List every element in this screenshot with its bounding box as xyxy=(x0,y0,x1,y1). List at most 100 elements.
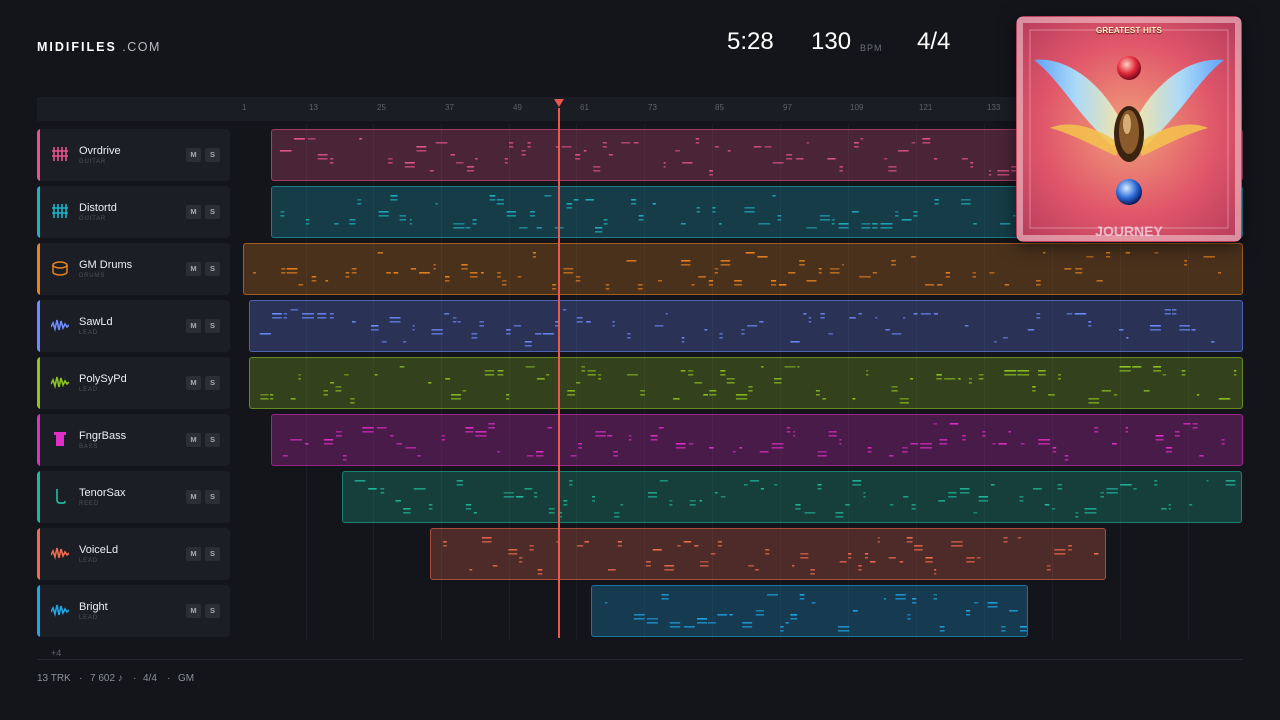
ruler-tick: 73 xyxy=(648,103,657,112)
mute-button[interactable]: M xyxy=(186,205,201,219)
track-header-polysypd[interactable]: PolySyPd LEAD M S xyxy=(37,357,230,409)
track-color-bar xyxy=(37,414,40,466)
track-header-fngrbass[interactable]: FngrBass BASS M S xyxy=(37,414,230,466)
track-category: GUITAR xyxy=(79,216,107,222)
track-category: LEAD xyxy=(79,615,98,621)
track-header-sawld[interactable]: SawLd LEAD M S xyxy=(37,300,230,352)
track-header-bright[interactable]: Bright LEAD M S xyxy=(37,585,230,637)
track-name: Distortd xyxy=(79,202,117,214)
track-color-bar xyxy=(37,129,40,181)
footer-separator: · xyxy=(167,673,171,684)
solo-button[interactable]: S xyxy=(205,547,220,561)
track-name: Bright xyxy=(79,601,108,613)
brand-logo: MIDIFILES .COM xyxy=(37,40,161,54)
ruler-tick: 13 xyxy=(309,103,318,112)
track-category: LEAD xyxy=(79,387,98,393)
clip-sawld[interactable] xyxy=(249,300,1243,352)
track-color-bar xyxy=(37,300,40,352)
mute-button[interactable]: M xyxy=(186,376,201,390)
ruler-tick: 121 xyxy=(919,103,933,112)
track-color-bar xyxy=(37,243,40,295)
mute-button[interactable]: M xyxy=(186,148,201,162)
track-category: REED xyxy=(79,501,99,507)
sax-icon xyxy=(51,486,69,506)
solo-button[interactable]: S xyxy=(205,148,220,162)
wave-icon xyxy=(50,315,70,335)
album-cover: JOURNEY GREATEST HITS xyxy=(1016,16,1242,242)
clip-bright[interactable] xyxy=(591,585,1028,637)
solo-button[interactable]: S xyxy=(205,433,220,447)
track-category: DRUMS xyxy=(79,273,105,279)
footer-format: GM xyxy=(178,673,195,684)
drum-icon xyxy=(51,258,69,278)
solo-button[interactable]: S xyxy=(205,604,220,618)
clip-voiceld[interactable] xyxy=(430,528,1106,580)
guitar-grid-icon xyxy=(51,201,69,221)
footer-divider xyxy=(37,659,1243,660)
ruler-tick: 61 xyxy=(580,103,589,112)
track-category: GUITAR xyxy=(79,159,107,165)
more-tracks-indicator[interactable]: +4 xyxy=(51,648,62,658)
ruler-tick: 109 xyxy=(850,103,864,112)
track-name: PolySyPd xyxy=(79,373,127,385)
track-name: SawLd xyxy=(79,316,113,328)
brand-domain: .COM xyxy=(122,40,161,54)
track-name: TenorSax xyxy=(79,487,126,499)
clip-polysypd[interactable] xyxy=(249,357,1243,409)
ruler-tick: 85 xyxy=(715,103,724,112)
ruler-tick: 1 xyxy=(242,103,247,112)
footer-separator: · xyxy=(79,673,83,684)
track-color-bar xyxy=(37,471,40,523)
ruler-tick: 97 xyxy=(783,103,792,112)
mute-button[interactable]: M xyxy=(186,433,201,447)
mute-button[interactable]: M xyxy=(186,490,201,504)
track-header-tenorsax[interactable]: TenorSax REED M S xyxy=(37,471,230,523)
solo-button[interactable]: S xyxy=(205,376,220,390)
ruler-tick: 25 xyxy=(377,103,386,112)
track-category: BASS xyxy=(79,444,99,450)
wave-icon xyxy=(50,600,70,620)
ruler-tick: 133 xyxy=(987,103,1001,112)
clip-gm-drums[interactable] xyxy=(243,243,1243,295)
track-name: Ovrdrive xyxy=(79,145,121,157)
mute-button[interactable]: M xyxy=(186,319,201,333)
track-count: 13 TRK xyxy=(37,673,71,684)
clip-tenorsax[interactable] xyxy=(342,471,1242,523)
track-name: VoiceLd xyxy=(79,544,119,556)
ruler-tick: 49 xyxy=(513,103,522,112)
mute-button[interactable]: M xyxy=(186,262,201,276)
track-color-bar xyxy=(37,186,40,238)
album-subtitle: GREATEST HITS xyxy=(1095,26,1162,35)
track-header-gm-drums[interactable]: GM Drums DRUMS M S xyxy=(37,243,230,295)
playhead-marker[interactable] xyxy=(554,99,564,107)
song-stats: 5:28 130 BPM 4/4 xyxy=(0,28,1280,60)
track-header-distortd[interactable]: Distortd GUITAR M S xyxy=(37,186,230,238)
footer-time-signature: 4/4 xyxy=(143,673,157,684)
track-color-bar xyxy=(37,357,40,409)
wave-icon xyxy=(50,543,70,563)
solo-button[interactable]: S xyxy=(205,319,220,333)
solo-button[interactable]: S xyxy=(205,490,220,504)
note-count: 7 602 ♪ xyxy=(90,673,123,684)
track-color-bar xyxy=(37,528,40,580)
track-category: LEAD xyxy=(79,330,98,336)
tempo-value: 130 xyxy=(811,28,852,55)
mute-button[interactable]: M xyxy=(186,604,201,618)
solo-button[interactable]: S xyxy=(205,262,220,276)
tempo-unit: BPM xyxy=(860,43,883,53)
footer-separator: · xyxy=(133,673,137,684)
ruler-tick: 37 xyxy=(445,103,454,112)
solo-button[interactable]: S xyxy=(205,205,220,219)
bass-amp-icon xyxy=(51,429,69,449)
playhead-line[interactable] xyxy=(558,108,560,638)
album-band-text: JOURNEY xyxy=(1095,223,1163,239)
guitar-grid-icon xyxy=(51,144,69,164)
mute-button[interactable]: M xyxy=(186,547,201,561)
time-signature: 4/4 xyxy=(917,28,951,55)
track-color-bar xyxy=(37,585,40,637)
track-header-voiceld[interactable]: VoiceLd LEAD M S xyxy=(37,528,230,580)
wave-icon xyxy=(50,372,70,392)
track-header-ovrdrive[interactable]: Ovrdrive GUITAR M S xyxy=(37,129,230,181)
track-name: GM Drums xyxy=(79,259,133,271)
clip-fngrbass[interactable] xyxy=(271,414,1243,466)
